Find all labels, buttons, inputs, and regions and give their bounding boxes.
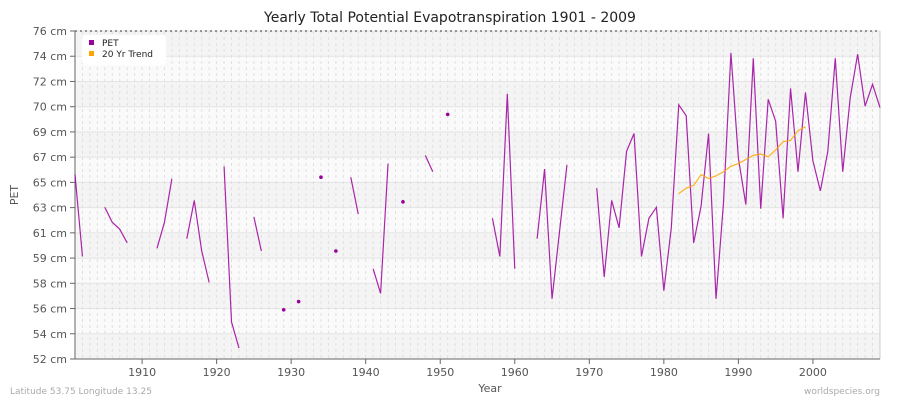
series-line <box>350 177 359 215</box>
x-tick-label: 1910 <box>128 366 156 379</box>
y-tick-label: 56 cm <box>33 303 67 316</box>
series-line <box>223 166 240 349</box>
y-tick-label: 74 cm <box>33 50 67 63</box>
data-point <box>334 249 338 253</box>
series-line <box>156 178 173 249</box>
y-tick-label: 54 cm <box>33 328 67 341</box>
y-tick-label: 67 cm <box>33 151 67 164</box>
x-tick-label: 2000 <box>799 366 827 379</box>
footer-source: worldspecies.org <box>804 387 880 397</box>
y-tick-label: 76 cm <box>33 25 67 38</box>
y-tick-label: 70 cm <box>33 101 67 114</box>
y-tick-label: 63 cm <box>33 202 67 215</box>
series-line <box>678 126 806 195</box>
legend-swatch-trend <box>89 51 94 56</box>
y-tick-label: 65 cm <box>33 176 67 189</box>
x-tick-label: 1940 <box>352 366 380 379</box>
x-axis-label: Year <box>477 382 502 395</box>
y-tick-label: 61 cm <box>33 227 67 240</box>
legend-label-pet: PET <box>102 39 119 49</box>
legend-label-trend: 20 Yr Trend <box>102 50 153 60</box>
x-tick-label: 1930 <box>277 366 305 379</box>
series-line <box>491 93 516 269</box>
y-tick-label: 52 cm <box>33 353 67 366</box>
series-pet <box>74 52 881 349</box>
y-tick-label: 59 cm <box>33 252 67 265</box>
data-point <box>281 308 286 312</box>
data-point <box>401 200 405 204</box>
x-tick-label: 1990 <box>724 366 752 379</box>
data-point <box>445 112 450 117</box>
y-tick-label: 69 cm <box>33 126 67 139</box>
legend-swatch-pet <box>89 40 94 45</box>
series-line <box>372 163 389 294</box>
data-point <box>296 299 301 304</box>
series-line <box>186 200 210 283</box>
series-line <box>253 216 262 252</box>
series-line <box>104 207 128 244</box>
series-line <box>424 155 434 173</box>
x-tick-label: 1920 <box>203 366 231 379</box>
x-tick-label: 1980 <box>650 366 678 379</box>
series-trend <box>678 126 806 195</box>
chart-title: Yearly Total Potential Evapotranspiratio… <box>263 10 636 26</box>
legend: PET 20 Yr Trend <box>82 35 166 65</box>
x-tick-label: 1960 <box>501 366 529 379</box>
y-tick-label: 72 cm <box>33 75 67 88</box>
footer-location: Latitude 53.75 Longitude 13.25 <box>10 387 152 397</box>
x-tick-label: 1950 <box>426 366 454 379</box>
series-line <box>74 174 84 257</box>
series-line <box>536 164 568 299</box>
y-tick-label: 58 cm <box>33 277 67 290</box>
data-point <box>319 175 323 180</box>
y-axis-label: PET <box>8 185 21 206</box>
x-tick-label: 1970 <box>575 366 603 379</box>
series-line <box>596 52 881 299</box>
